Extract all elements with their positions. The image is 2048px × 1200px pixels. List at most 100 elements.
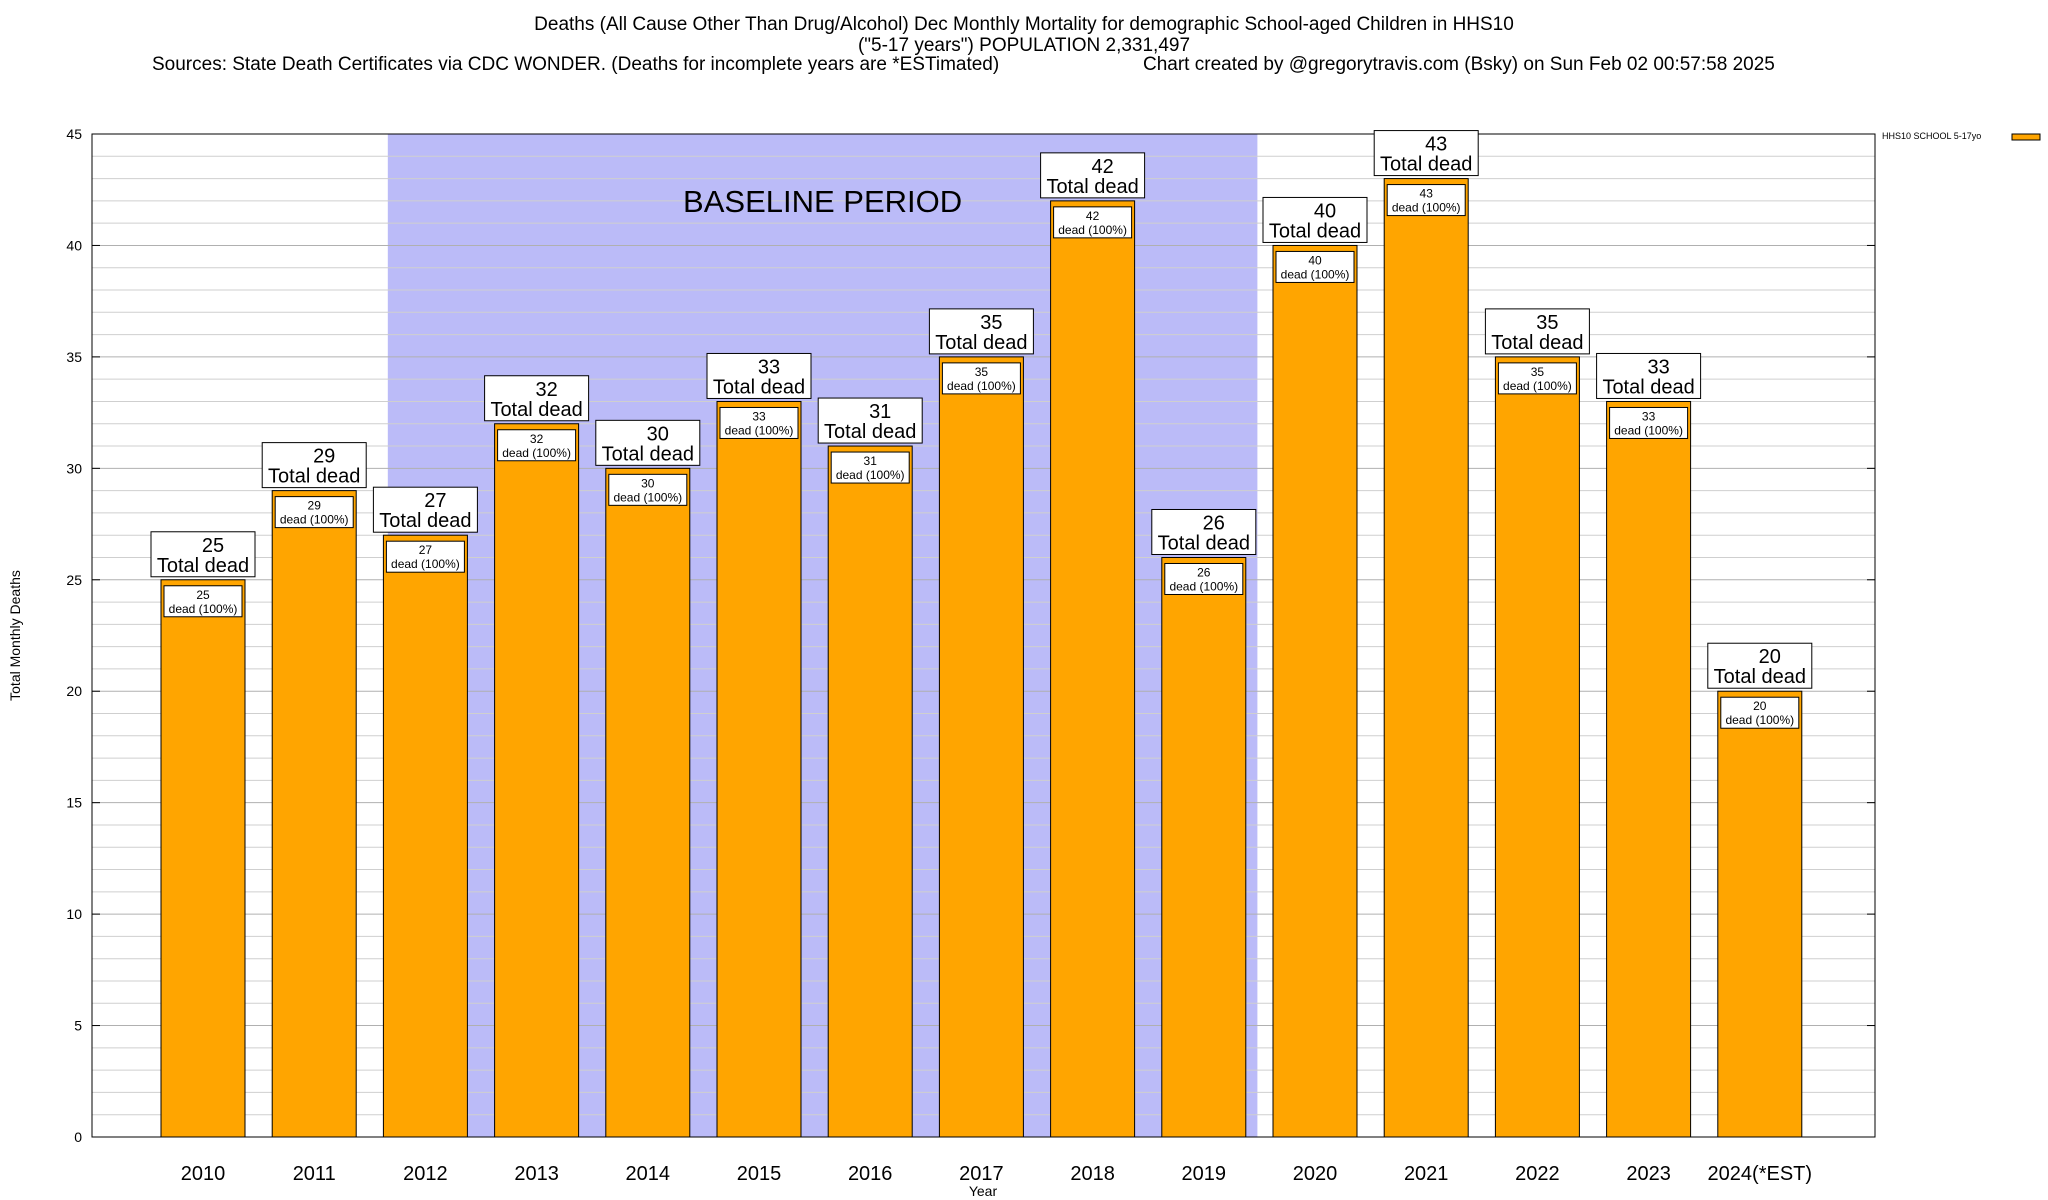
- bar-inner-label: dead (100%): [1503, 379, 1572, 393]
- bar-total-label: Total dead: [1269, 220, 1361, 242]
- x-tick-label: 2010: [181, 1163, 226, 1185]
- bar: [1272, 244, 1358, 1138]
- bar-inner-value: 33: [1642, 409, 1656, 423]
- x-tick-label: 2014: [626, 1163, 671, 1185]
- y-tick-label: 25: [66, 572, 82, 588]
- x-tick-label: 2013: [514, 1163, 559, 1185]
- bar-inner-value: 33: [752, 409, 766, 423]
- bar-total-value: 35: [980, 312, 1002, 334]
- bar-total-label-box: [1596, 352, 1702, 399]
- bar-total-label: Total dead: [824, 421, 916, 443]
- y-tick-label: 30: [66, 460, 82, 476]
- bar-total-label-box: [484, 375, 590, 422]
- bar-inner-label: dead (100%): [947, 379, 1016, 393]
- bar: [1494, 356, 1580, 1138]
- bar-total-label: Total dead: [268, 466, 360, 488]
- bar-total-label: Total dead: [379, 510, 471, 532]
- x-tick-label: 2020: [1293, 1163, 1338, 1185]
- bar-inner-label-box: [719, 406, 799, 439]
- bar: [827, 445, 913, 1138]
- y-tick-label: 45: [66, 126, 82, 142]
- y-tick-label: 40: [66, 237, 82, 253]
- bar-inner-label: dead (100%): [1725, 713, 1794, 727]
- bar-inner-label-box: [1609, 406, 1689, 439]
- bar-inner-label-box: [830, 451, 910, 484]
- bar-total-label: Total dead: [602, 443, 694, 465]
- bar-inner-label: dead (100%): [1169, 579, 1238, 593]
- bar-inner-value: 26: [1197, 565, 1211, 579]
- bar-total-label: Total dead: [713, 376, 805, 398]
- bar-total-label: Total dead: [1046, 176, 1138, 198]
- x-tick-label: 2018: [1070, 1163, 1115, 1185]
- bar-total-value: 26: [1203, 512, 1225, 534]
- y-tick-label: 5: [74, 1018, 82, 1034]
- bar-inner-value: 35: [975, 365, 989, 379]
- bar-inner-label: dead (100%): [836, 468, 905, 482]
- bar-inner-label-box: [1720, 696, 1800, 729]
- bar-inner-value: 27: [419, 543, 433, 557]
- x-axis-label: Year: [969, 1183, 998, 1199]
- chart-sources: Sources: State Death Certificates via CD…: [152, 54, 1000, 75]
- bar-inner-value: 42: [1086, 209, 1100, 223]
- bar-inner-label-box: [1053, 206, 1133, 239]
- bar: [1606, 400, 1692, 1138]
- chart-title-line1: Deaths (All Cause Other Than Drug/Alcoho…: [534, 14, 1514, 35]
- bar-total-label-box: [372, 486, 478, 533]
- bar-inner-value: 29: [308, 499, 322, 513]
- bar: [160, 579, 246, 1138]
- bar-inner-label-box: [1386, 184, 1466, 217]
- bar-total-label-box: [1262, 196, 1368, 243]
- bar-total-label: Total dead: [1158, 532, 1250, 554]
- y-tick-label: 35: [66, 349, 82, 365]
- bar-inner-label-box: [274, 496, 354, 529]
- bar-inner-value: 32: [530, 432, 544, 446]
- bar-total-label-box: [1707, 642, 1813, 689]
- bar-inner-label: dead (100%): [1281, 267, 1350, 281]
- bar-total-label: Total dead: [157, 555, 249, 577]
- bar-total-value: 42: [1091, 156, 1113, 178]
- bar: [1050, 200, 1136, 1138]
- bar-inner-label: dead (100%): [391, 557, 460, 571]
- bar-total-label: Total dead: [935, 332, 1027, 354]
- bar-total-label-box: [1151, 508, 1257, 555]
- bar-inner-label: dead (100%): [1058, 223, 1127, 237]
- bar-inner-value: 31: [864, 454, 878, 468]
- bar: [1161, 556, 1247, 1138]
- legend-label: HHS10 SCHOOL 5-17yo: [1882, 131, 1981, 141]
- y-axis-label: Total Monthly Deaths: [7, 570, 23, 701]
- y-tick-label: 10: [66, 906, 82, 922]
- bar: [382, 534, 468, 1138]
- bar-total-value: 35: [1536, 312, 1558, 334]
- bar-total-label-box: [706, 352, 812, 399]
- bar-inner-value: 43: [1420, 187, 1434, 201]
- x-tick-label: 2024(*EST): [1708, 1163, 1813, 1185]
- bar-total-value: 30: [647, 423, 669, 445]
- bar-inner-label-box: [941, 362, 1021, 395]
- legend-swatch: [2011, 133, 2041, 141]
- bar-total-label-box: [150, 531, 256, 578]
- bar-inner-value: 20: [1753, 699, 1767, 713]
- x-tick-label: 2015: [737, 1163, 782, 1185]
- bar-inner-label: dead (100%): [1614, 423, 1683, 437]
- bar-inner-label-box: [385, 540, 465, 573]
- baseline-region-label: BASELINE PERIOD: [683, 184, 962, 219]
- bar-inner-label-box: [497, 429, 577, 462]
- bar-inner-value: 40: [1308, 253, 1322, 267]
- x-tick-label: 2011: [293, 1163, 336, 1185]
- bar-inner-label: dead (100%): [169, 602, 238, 616]
- bar-inner-label: dead (100%): [502, 446, 571, 460]
- bar-total-value: 33: [758, 356, 780, 378]
- y-tick-label: 20: [66, 683, 82, 699]
- bar-total-label-box: [1040, 152, 1146, 199]
- bar-total-value: 25: [202, 535, 224, 557]
- bar-total-value: 43: [1425, 134, 1447, 156]
- bar-total-label: Total dead: [1602, 376, 1694, 398]
- bar: [938, 356, 1024, 1138]
- bar-total-value: 29: [313, 446, 335, 468]
- chart-title-line2: ("5-17 years") POPULATION 2,331,497: [857, 35, 1191, 56]
- bar: [494, 423, 580, 1138]
- bar-total-label: Total dead: [1491, 332, 1583, 354]
- bar-total-label-box: [595, 419, 701, 466]
- x-tick-label: 2022: [1515, 1163, 1560, 1185]
- x-tick-label: 2021: [1404, 1163, 1449, 1185]
